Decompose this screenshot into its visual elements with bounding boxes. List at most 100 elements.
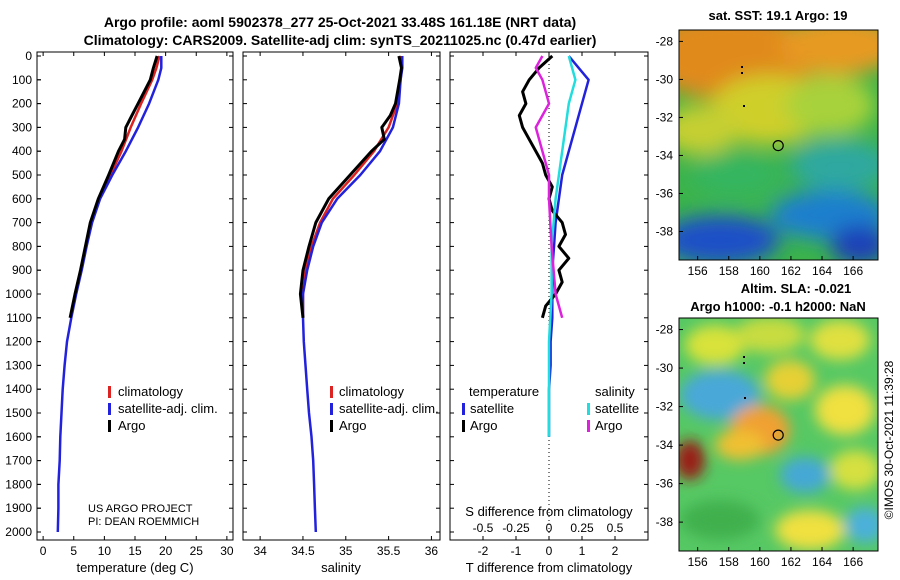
legend-temperature-title: temperature bbox=[469, 384, 539, 399]
x-tick-label: 1 bbox=[579, 544, 586, 558]
float-position-marker bbox=[772, 140, 784, 152]
depth-tick-label: 1400 bbox=[5, 382, 32, 396]
lon-tick-label: 164 bbox=[812, 264, 832, 278]
lon-tick-label: 160 bbox=[750, 264, 770, 278]
lon-tick-label: 162 bbox=[781, 555, 801, 569]
depth-tick-label: 200 bbox=[12, 97, 32, 111]
s-difference-label: S difference from climatology bbox=[465, 504, 633, 519]
title-line-1: Argo profile: aoml 5902378_277 25-Oct-20… bbox=[104, 14, 576, 30]
x-tick-label: 35 bbox=[339, 544, 353, 558]
legend-t-satellite: satellite bbox=[470, 401, 514, 416]
pi-label: PI: DEAN ROEMMICH bbox=[88, 516, 199, 528]
lon-tick-label: 164 bbox=[812, 555, 832, 569]
float-position-marker bbox=[772, 429, 784, 441]
legend-marker-argo bbox=[108, 420, 111, 432]
legend-argo: Argo bbox=[339, 418, 366, 433]
legend-climatology: climatology bbox=[118, 384, 184, 399]
x-tick-label: 5 bbox=[70, 544, 77, 558]
x-tick-label: 10 bbox=[98, 544, 112, 558]
temperature-xlabel: temperature (deg C) bbox=[76, 560, 193, 575]
depth-tick-label: 1300 bbox=[5, 358, 32, 372]
x-tick-label: -1 bbox=[511, 544, 522, 558]
legend-marker-argo bbox=[330, 420, 333, 432]
legend-s-argo: Argo bbox=[595, 418, 622, 433]
sst-map-title: sat. SST: 19.1 Argo: 19 bbox=[709, 8, 848, 23]
t-difference-xlabel: T difference from climatology bbox=[466, 560, 633, 575]
x-tick-label: 34.5 bbox=[291, 544, 315, 558]
depth-tick-label: 300 bbox=[12, 120, 32, 134]
depth-tick-label: 0 bbox=[25, 49, 32, 63]
x-tick-label: 25 bbox=[190, 544, 204, 558]
difference-panel: -2 -1 0 1 2 -0.5 -0.25 0 0.25 0.5 S difference fr… bbox=[449, 51, 649, 575]
sst-map-axes: 156 158 160 162 164 166 -28 -30 -32 -34 -36 -38 bbox=[656, 34, 864, 278]
depth-tick-label: 1600 bbox=[5, 430, 32, 444]
lat-tick-label: -38 bbox=[656, 515, 674, 529]
sla-field bbox=[679, 318, 878, 551]
depth-tick-label: 700 bbox=[12, 216, 32, 230]
salinity-legend: climatology satellite-adj. clim. Argo bbox=[330, 384, 439, 433]
lat-tick-label: -30 bbox=[656, 72, 674, 86]
legend-marker-climatology bbox=[330, 386, 333, 398]
lat-tick-label: -36 bbox=[656, 186, 674, 200]
legend-marker-climatology bbox=[108, 386, 111, 398]
sla-map-frame bbox=[678, 317, 879, 552]
legend-marker-satellite bbox=[108, 403, 111, 415]
salinity-x-axis: 34 34.5 35 35.5 36 bbox=[243, 52, 440, 558]
legend-marker-satellite bbox=[330, 403, 333, 415]
depth-axis: 0 100 200 300 400 500 600 700 800 900 1000 1100 1200… bbox=[5, 49, 41, 539]
lat-tick-label: -28 bbox=[656, 34, 674, 48]
lon-tick-label: 166 bbox=[843, 555, 863, 569]
depth-tick-label: 1700 bbox=[5, 454, 32, 468]
s-tick-label: 0.5 bbox=[607, 521, 624, 535]
temperature-panel: 0100200300400500600700800900100011001200… bbox=[5, 49, 234, 575]
temperature-series bbox=[56, 55, 163, 533]
x-tick-label: 34 bbox=[253, 544, 267, 558]
x-tick-label: 35.5 bbox=[377, 544, 401, 558]
x-tick-label: 0 bbox=[40, 544, 47, 558]
x-tick-label: -2 bbox=[478, 544, 489, 558]
depth-tick-label: 1500 bbox=[5, 406, 32, 420]
difference-series bbox=[517, 54, 590, 437]
depth-tick-label: 900 bbox=[12, 263, 32, 277]
depth-tick-label: 100 bbox=[12, 73, 32, 87]
series-line-satellite-adj-clim- bbox=[301, 56, 404, 533]
difference-x-axis: -2 -1 0 1 2 -0.5 -0.25 0 0.25 0.5 bbox=[450, 52, 648, 558]
lat-tick-label: -32 bbox=[656, 400, 674, 414]
lat-tick-label: -32 bbox=[656, 110, 674, 124]
series-line-salinity-satellite bbox=[547, 55, 577, 437]
legend-argo: Argo bbox=[118, 418, 145, 433]
imos-timestamp: ©IMOS 30-Oct-2021 11:39:28 bbox=[882, 360, 896, 519]
depth-tick-label: 2000 bbox=[5, 525, 32, 539]
lon-tick-label: 166 bbox=[843, 264, 863, 278]
lon-tick-label: 156 bbox=[688, 264, 708, 278]
temperature-x-axis: 0 5 10 15 20 25 30 bbox=[37, 52, 234, 558]
s-tick-label: -0.5 bbox=[473, 521, 494, 535]
sla-map-axes: 156 158 160 162 164 166 -28 -30 -32 -34 -36 -38 bbox=[656, 323, 864, 569]
legend-climatology: climatology bbox=[339, 384, 405, 399]
depth-tick-label: 1200 bbox=[5, 335, 32, 349]
project-label: US ARGO PROJECT bbox=[88, 503, 193, 515]
lon-tick-label: 158 bbox=[719, 264, 739, 278]
x-tick-label: 15 bbox=[128, 544, 142, 558]
lat-tick-label: -30 bbox=[656, 361, 674, 375]
depth-tick-label: 400 bbox=[12, 144, 32, 158]
x-tick-label: 30 bbox=[220, 544, 234, 558]
legend-marker-s-argo bbox=[587, 420, 590, 432]
temperature-legend: climatology satellite-adj. clim. Argo bbox=[108, 384, 218, 433]
legend-marker-t-satellite bbox=[462, 403, 465, 415]
sla-map-title-2: Argo h1000: -0.1 h2000: NaN bbox=[690, 299, 866, 314]
legend-satellite: satellite-adj. clim. bbox=[118, 401, 218, 416]
depth-tick-label: 500 bbox=[12, 168, 32, 182]
lon-tick-label: 162 bbox=[781, 264, 801, 278]
legend-marker-t-argo bbox=[462, 420, 465, 432]
lat-tick-label: -34 bbox=[656, 148, 674, 162]
lat-tick-label: -34 bbox=[656, 438, 674, 452]
depth-tick-label: 800 bbox=[12, 239, 32, 253]
salinity-axes-box bbox=[242, 51, 441, 541]
s-tick-label: 0 bbox=[546, 521, 553, 535]
lat-tick-label: -36 bbox=[656, 477, 674, 491]
s-tick-label: -0.25 bbox=[502, 521, 530, 535]
sst-map-panel: sat. SST: 19.1 Argo: 19 156 158 160 162 164 1… bbox=[656, 8, 879, 278]
depth-tick-label: 1900 bbox=[5, 501, 32, 515]
lat-tick-label: -28 bbox=[656, 323, 674, 337]
